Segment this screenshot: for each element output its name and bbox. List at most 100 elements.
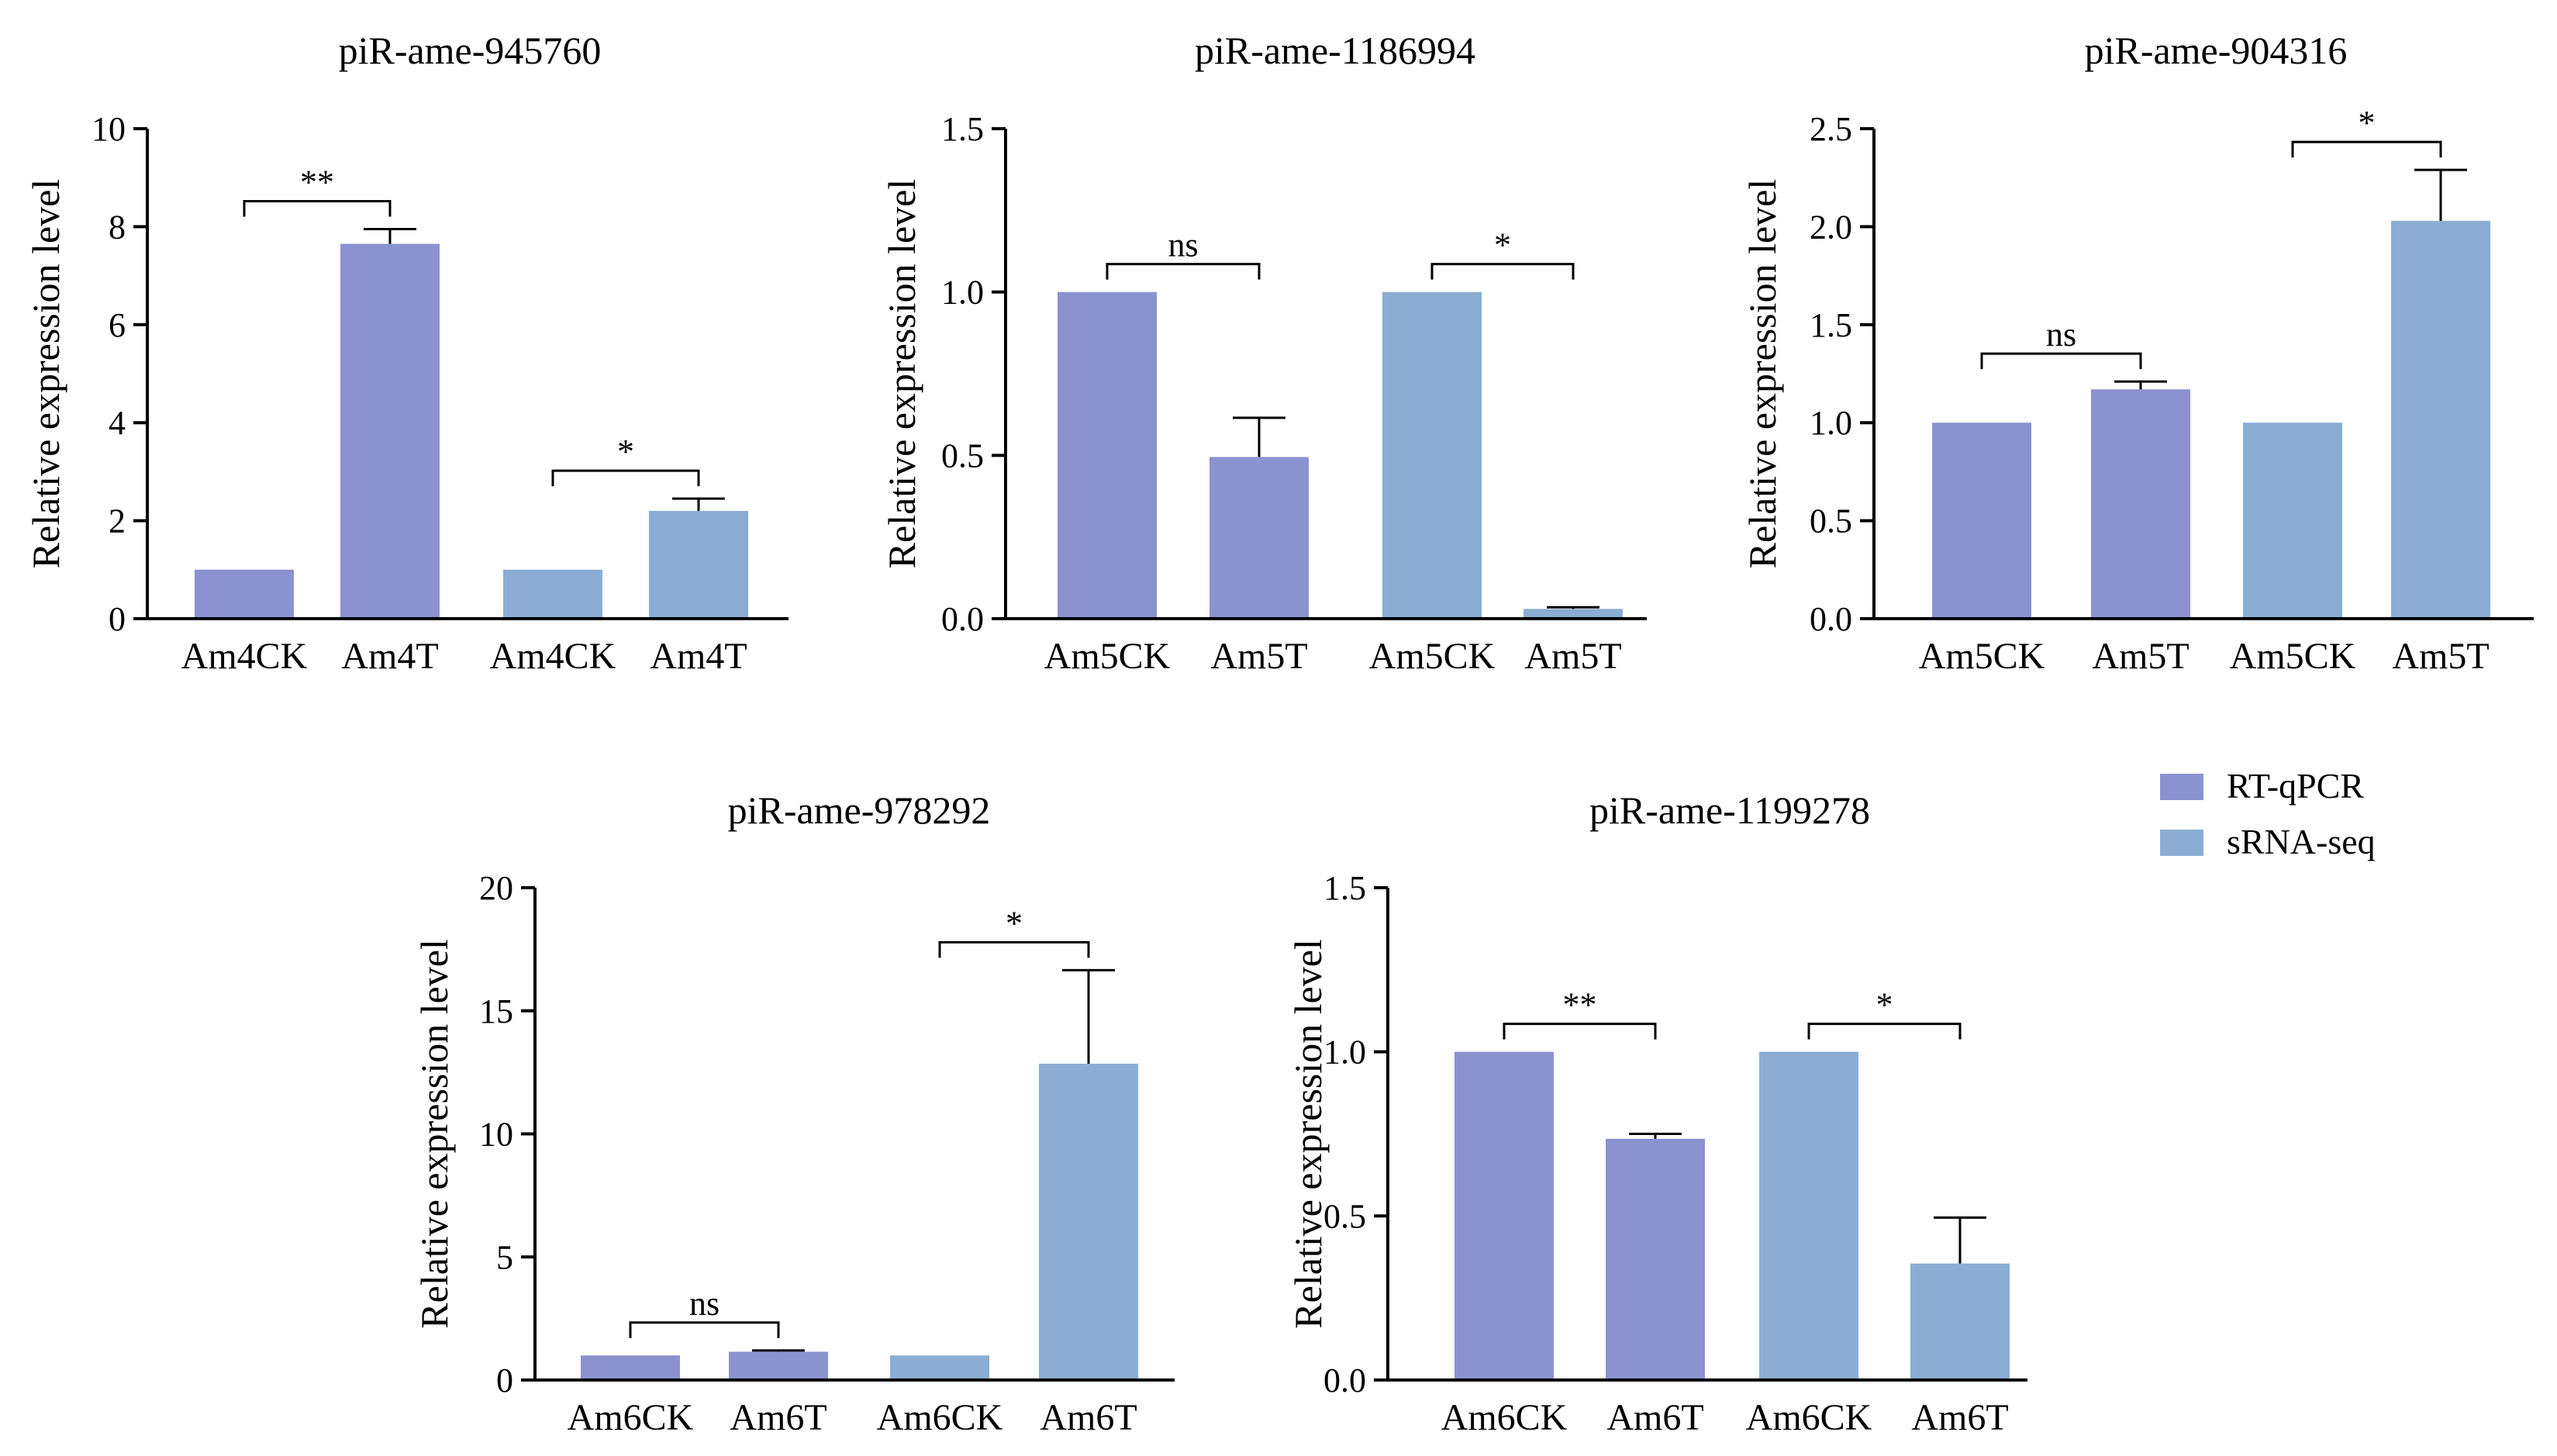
y-tick-label: 5 (496, 1238, 513, 1276)
bar (649, 510, 748, 619)
significance-bracket (1807, 1023, 1962, 1040)
y-tick-label: 4 (109, 404, 126, 442)
x-tick-label: Am5T (2092, 636, 2189, 677)
x-tick-label: Am5CK (1044, 636, 1171, 677)
bar (1759, 1051, 1858, 1380)
chart-title: piR-ame-1199278 (1589, 788, 1870, 832)
significance-label: ** (300, 164, 334, 202)
significance-label: * (1876, 986, 1893, 1024)
significance-bracket (1106, 263, 1261, 280)
y-tick-label: 20 (479, 869, 513, 907)
chart-panel-4: piR-ame-978292 Relative expression level A… (412, 788, 1175, 1438)
y-tick-label: 0 (109, 600, 126, 638)
y-tick-label: 1.5 (1810, 306, 1852, 344)
significance-bracket (938, 940, 1090, 958)
chart-panel-5: piR-ame-1199278 Relative expression level… (1286, 788, 2027, 1438)
y-tick-label: 2.5 (1810, 110, 1852, 148)
x-tick-label: Am6CK (1441, 1397, 1568, 1438)
y-axis-label: Relative expression level (1286, 939, 1330, 1329)
x-tick-label: Am6CK (568, 1397, 694, 1438)
x-tick-label: Am4T (650, 636, 747, 677)
bar (1606, 1138, 1705, 1380)
y-tick-label: 10 (479, 1116, 513, 1154)
significance-label: * (1006, 904, 1023, 942)
x-tick-label: Am4T (341, 636, 438, 677)
x-tick-label: Am5CK (1919, 636, 2045, 677)
y-tick-label: 0.5 (1323, 1197, 1366, 1235)
significance-label: * (1494, 226, 1511, 264)
significance-bracket (1503, 1023, 1657, 1040)
y-tick-label: 0.0 (1323, 1361, 1366, 1399)
y-tick-label: 1.0 (941, 274, 984, 312)
x-tick-label: Am5CK (2230, 636, 2356, 677)
y-tick-label: 0 (496, 1361, 513, 1399)
chart-title: piR-ame-904316 (2085, 29, 2348, 72)
x-tick-label: Am6T (1040, 1397, 1137, 1438)
bar (1058, 292, 1157, 619)
significance-label: ns (2046, 316, 2076, 354)
y-tick-label: 1.0 (1810, 404, 1852, 442)
y-tick-label: 1.0 (1323, 1033, 1366, 1071)
y-tick-label: 0.5 (941, 436, 984, 474)
x-tick-label: Am4CK (181, 636, 308, 677)
chart-title: piR-ame-945760 (339, 29, 602, 72)
legend-swatch-rtqpcr (2160, 774, 2203, 800)
x-tick-label: Am6CK (877, 1397, 1003, 1438)
significance-label: ** (1563, 986, 1597, 1024)
x-tick-label: Am5T (2392, 636, 2489, 677)
bar (2091, 389, 2190, 619)
chart-title: piR-ame-1186994 (1195, 29, 1475, 72)
bar (2243, 423, 2342, 619)
bar (1932, 423, 2031, 619)
y-tick-label: 15 (479, 992, 513, 1030)
y-tick-label: 1.5 (1323, 869, 1366, 907)
y-tick-label: 0.0 (1810, 600, 1852, 638)
chart-panel-2: piR-ame-1186994 Relative expression level… (880, 29, 1647, 677)
significance-bracket (551, 469, 700, 487)
x-tick-label: Am6T (1606, 1397, 1703, 1438)
chart-panel-3: piR-ame-904316 Relative expression level A… (1741, 29, 2534, 677)
significance-label: ns (689, 1285, 719, 1323)
y-axis-label: Relative expression level (412, 939, 456, 1329)
significance-label: ns (1168, 226, 1198, 264)
bar (1524, 609, 1623, 619)
legend-label-srnaseq: sRNA-seq (2227, 822, 2376, 861)
x-tick-label: Am6T (730, 1397, 826, 1438)
legend-swatch-srnaseq (2160, 830, 2203, 856)
significance-label: * (617, 433, 634, 471)
bar (1910, 1263, 2010, 1380)
bar (581, 1355, 680, 1380)
y-axis-label: Relative expression level (1741, 179, 1784, 569)
y-tick-label: 0.0 (941, 600, 984, 638)
chart-title: piR-ame-978292 (728, 788, 991, 832)
significance-bracket (2291, 140, 2442, 158)
significance-bracket (243, 200, 392, 217)
bar (890, 1355, 989, 1380)
bar (195, 569, 294, 619)
y-tick-label: 2 (109, 502, 126, 540)
y-tick-label: 10 (91, 110, 126, 148)
y-axis-label: Relative expression level (880, 179, 923, 569)
legend-label-rtqpcr: RT-qPCR (2227, 766, 2364, 806)
bar (1209, 457, 1309, 619)
bar (1382, 292, 1482, 619)
significance-bracket (629, 1321, 780, 1338)
bar (1454, 1051, 1554, 1380)
y-axis-label: Relative expression level (24, 179, 67, 569)
legend: RT-qPCR sRNA-seq (2160, 766, 2376, 861)
significance-label: * (2359, 104, 2376, 142)
y-tick-label: 6 (109, 306, 126, 344)
y-tick-label: 1.5 (941, 110, 984, 148)
x-tick-label: Am4CK (490, 636, 616, 677)
y-tick-label: 0.5 (1810, 502, 1852, 540)
significance-bracket (1980, 352, 2142, 370)
bar (1039, 1064, 1138, 1380)
x-tick-label: Am5CK (1369, 636, 1496, 677)
bar (503, 569, 602, 619)
x-tick-label: Am5T (1524, 636, 1621, 677)
x-tick-label: Am6CK (1746, 1397, 1872, 1438)
x-tick-label: Am5T (1210, 636, 1307, 677)
significance-bracket (1430, 263, 1575, 280)
y-tick-label: 2.0 (1810, 208, 1852, 246)
